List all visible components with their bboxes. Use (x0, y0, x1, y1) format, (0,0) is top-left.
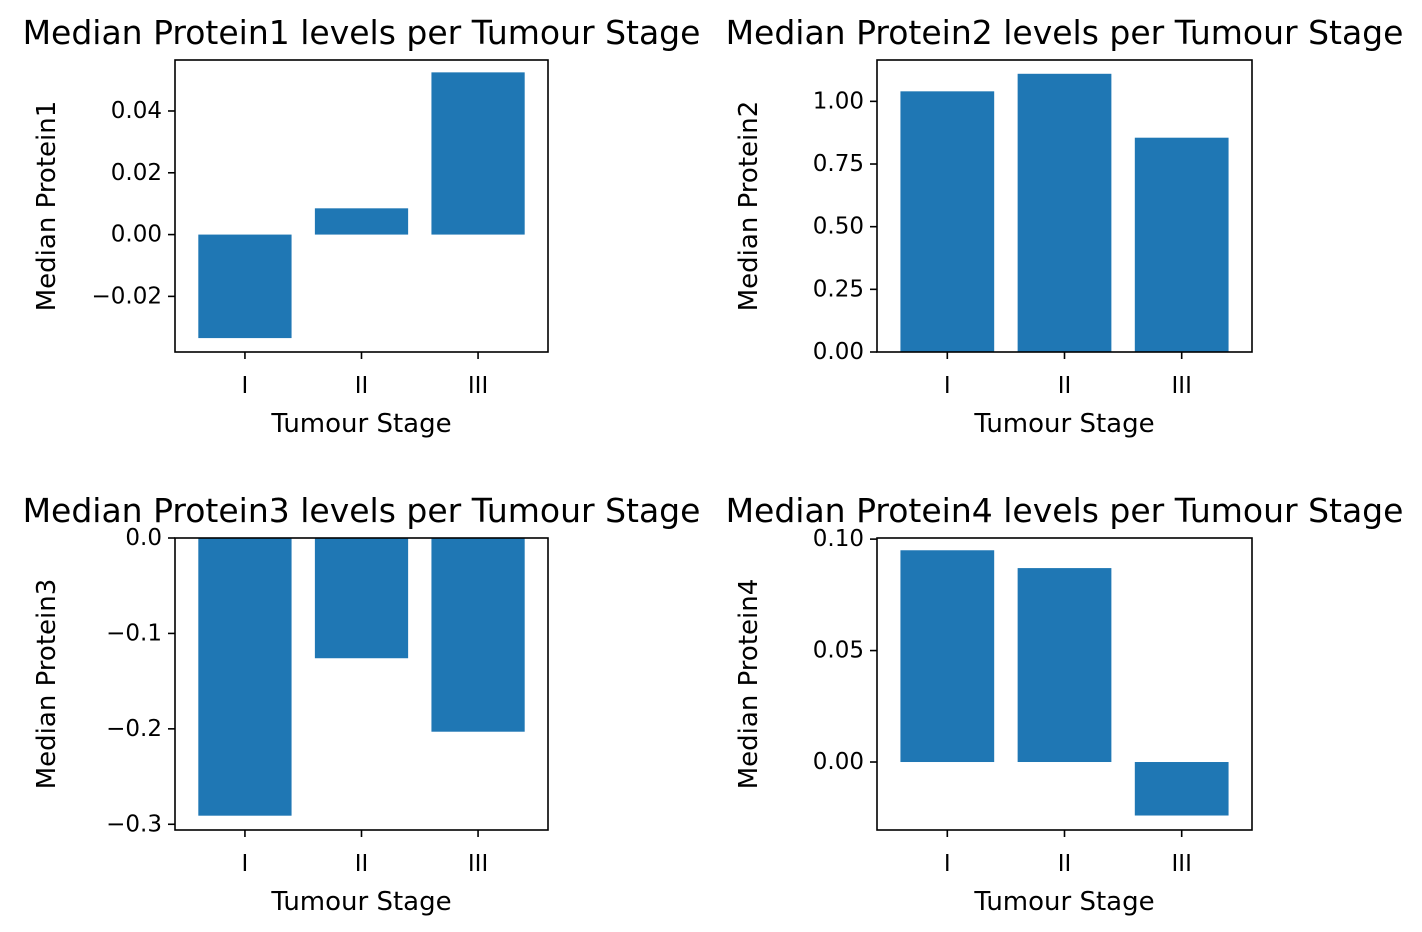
x-tick-label: I (242, 851, 249, 877)
x-tick-label: II (1058, 373, 1072, 399)
x-tick-label: II (1058, 851, 1072, 877)
y-tick-label: 0.0 (125, 525, 162, 551)
bar-II (1017, 568, 1112, 763)
chart-title: Median Protein4 levels per Tumour Stage (726, 491, 1404, 530)
bar-II (314, 538, 409, 659)
x-tick-label: III (1172, 851, 1192, 877)
bar-I (198, 538, 292, 816)
bar-III (1134, 762, 1229, 816)
bar-I (900, 550, 995, 763)
y-axis-label: Median Protein1 (32, 101, 62, 312)
bar-I (198, 234, 292, 339)
y-tick-label: 0.05 (813, 638, 864, 664)
y-tick-label: 0.02 (111, 160, 162, 186)
bar-II (314, 208, 409, 235)
x-tick-label: III (1172, 373, 1192, 399)
y-axis-label: Median Protein4 (734, 579, 764, 790)
y-tick-label: 1.00 (813, 88, 864, 114)
x-tick-label: II (355, 373, 369, 399)
chart-title: Median Protein1 levels per Tumour Stage (23, 13, 701, 52)
y-tick-label: 0.04 (111, 98, 162, 124)
bar-III (1134, 137, 1229, 352)
y-axis-label: Median Protein2 (734, 101, 764, 312)
y-tick-label: 0.75 (813, 151, 864, 177)
x-axis-label: Tumour Stage (270, 887, 451, 917)
bar-I (900, 91, 995, 352)
y-tick-label: 0.00 (813, 749, 864, 775)
y-tick-label: 0.00 (111, 222, 162, 248)
y-tick-label: 0.00 (813, 339, 864, 365)
x-tick-label: I (944, 851, 951, 877)
y-tick-label: −0.3 (106, 811, 162, 837)
x-tick-label: III (468, 851, 488, 877)
y-tick-label: 0.10 (813, 526, 864, 552)
bar-II (1017, 73, 1112, 352)
y-tick-label: −0.02 (92, 283, 162, 309)
y-tick-label: −0.1 (106, 620, 162, 646)
x-axis-label: Tumour Stage (973, 409, 1154, 439)
x-axis-label: Tumour Stage (270, 409, 451, 439)
x-tick-label: I (242, 373, 249, 399)
y-axis-label: Median Protein3 (32, 579, 62, 790)
x-tick-label: III (468, 373, 488, 399)
chart-title: Median Protein2 levels per Tumour Stage (726, 13, 1404, 52)
bar-III (431, 538, 525, 732)
bar-III (431, 72, 525, 235)
x-tick-label: II (355, 851, 369, 877)
chart-title: Median Protein3 levels per Tumour Stage (23, 491, 701, 530)
y-tick-label: −0.2 (106, 716, 162, 742)
x-axis-label: Tumour Stage (973, 887, 1154, 917)
x-tick-label: I (944, 373, 951, 399)
y-tick-label: 0.50 (813, 214, 864, 240)
y-tick-label: 0.25 (813, 276, 864, 302)
